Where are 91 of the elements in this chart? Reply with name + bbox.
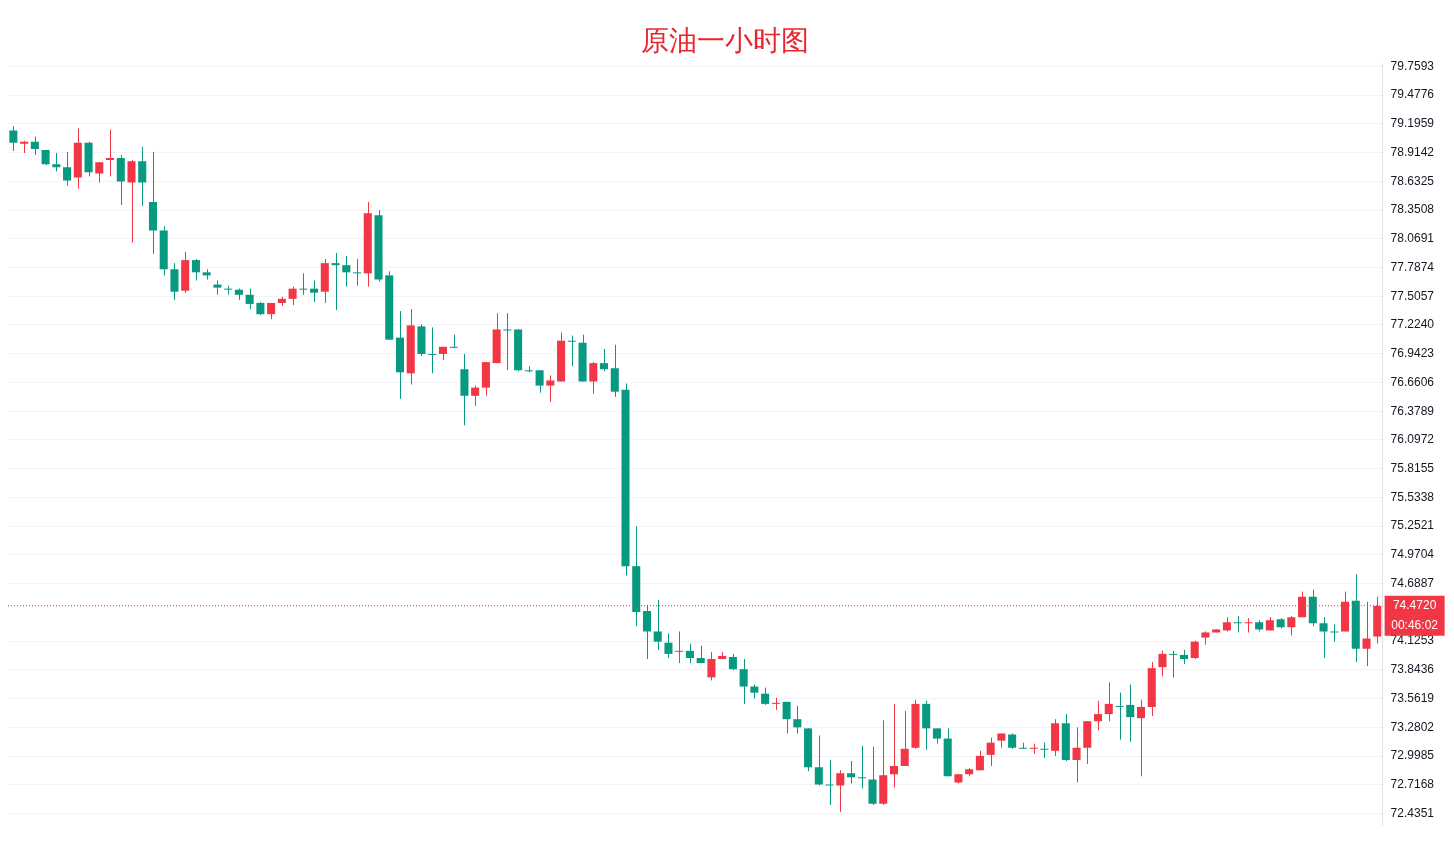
candlestick: [664, 632, 673, 659]
candlestick: [63, 151, 72, 187]
candlestick: [331, 252, 340, 311]
y-tick-label: 73.8436: [1390, 662, 1435, 677]
y-tick-label: 76.0972: [1390, 432, 1435, 447]
candlestick: [685, 643, 694, 664]
candlestick: [771, 697, 780, 711]
y-tick-label: 74.6887: [1390, 575, 1435, 590]
candlestick: [30, 136, 39, 156]
candlestick: [1287, 615, 1296, 637]
candlestick: [610, 344, 619, 398]
candlestick: [428, 326, 437, 374]
candlestick: [814, 735, 823, 786]
y-tick-label: 73.2802: [1390, 719, 1435, 734]
candlestick: [95, 161, 104, 184]
candlestick: [1190, 640, 1199, 660]
y-tick-label: 78.0691: [1390, 231, 1435, 246]
candlestick: [116, 154, 125, 206]
candlestick: [589, 361, 598, 395]
candlestick: [1126, 684, 1135, 743]
text: 00:46:02: [1391, 618, 1439, 633]
y-tick-label: 79.7593: [1390, 58, 1435, 73]
candlestick: [675, 630, 684, 664]
candlestick: [245, 288, 254, 310]
candlestick: [471, 385, 480, 407]
candlestick: [847, 760, 856, 784]
candlestick: [170, 262, 179, 301]
candlestick: [1115, 692, 1124, 741]
candlestick: [782, 701, 791, 734]
candlestick: [546, 374, 555, 403]
candlestick: [299, 272, 308, 296]
candlestick: [138, 146, 147, 207]
candlestick: [449, 334, 458, 349]
candlestick: [1040, 742, 1049, 759]
candlestick: [1233, 615, 1242, 633]
candlestick: [288, 286, 297, 306]
candlestick: [503, 312, 512, 371]
candlestick: [900, 710, 909, 767]
candlestick: [1169, 650, 1178, 678]
y-tick-label: 75.5338: [1390, 489, 1435, 504]
ref-line-label: 74.4720: [1392, 598, 1437, 613]
candlestick: [889, 703, 899, 789]
candlestick: [653, 599, 662, 651]
candlestick: [1244, 617, 1253, 633]
candlestick: [825, 759, 834, 806]
candlestick: [1094, 700, 1103, 731]
candlestick: [1072, 726, 1081, 783]
candlestick: [600, 348, 609, 372]
candlestick: [793, 705, 802, 734]
candlestick: [707, 651, 716, 681]
candlestick: [342, 255, 351, 288]
y-tick-label: 77.7874: [1390, 259, 1435, 274]
candlestick: [310, 280, 319, 303]
y-tick-label: 76.6606: [1390, 374, 1435, 389]
y-tick-label: 74.1253: [1390, 633, 1435, 648]
candlestick: [52, 152, 61, 172]
candlestick: [1330, 623, 1339, 643]
candlestick: [191, 258, 200, 281]
candlestick: [353, 258, 362, 287]
candlestick: [1136, 699, 1146, 777]
y-tick-label: 78.9142: [1390, 144, 1435, 159]
y-tick-label: 79.4776: [1390, 87, 1435, 102]
y-tick-label: 73.5619: [1390, 690, 1435, 705]
candlestick: [1104, 681, 1113, 722]
y-tick-label: 77.5057: [1390, 288, 1435, 303]
y-tick-label: 72.9985: [1390, 748, 1435, 763]
y-tick-label: 75.8155: [1390, 460, 1435, 475]
candlestick: [567, 335, 576, 367]
candlestick: [106, 129, 115, 177]
y-tick-label: 76.9423: [1390, 346, 1435, 361]
candlestick: [535, 369, 544, 394]
y-tick-label: 79.1959: [1390, 116, 1435, 131]
y-tick-label: 76.3789: [1390, 403, 1435, 418]
y-tick-label: 74.9704: [1390, 547, 1435, 562]
y-tick-label: 75.2521: [1390, 518, 1435, 533]
y-tick-label: 72.7168: [1390, 777, 1435, 792]
candlestick: [1158, 650, 1167, 677]
chart-title: 原油一小时图: [641, 24, 809, 58]
y-tick-label: 77.2240: [1390, 317, 1435, 332]
y-tick-label: 72.4351: [1390, 805, 1435, 820]
candlestick: [127, 159, 136, 244]
candlestick: [1319, 616, 1328, 659]
candlestick: [857, 745, 866, 790]
candlestick: [739, 658, 748, 705]
y-tick-label: 78.6325: [1390, 173, 1435, 188]
candlestick: [1029, 743, 1038, 755]
candlestick: [836, 769, 845, 813]
candlestick: [642, 604, 652, 660]
candlestick: [9, 125, 18, 152]
candlestick: [986, 737, 995, 767]
y-tick-label: 78.3508: [1390, 202, 1435, 217]
